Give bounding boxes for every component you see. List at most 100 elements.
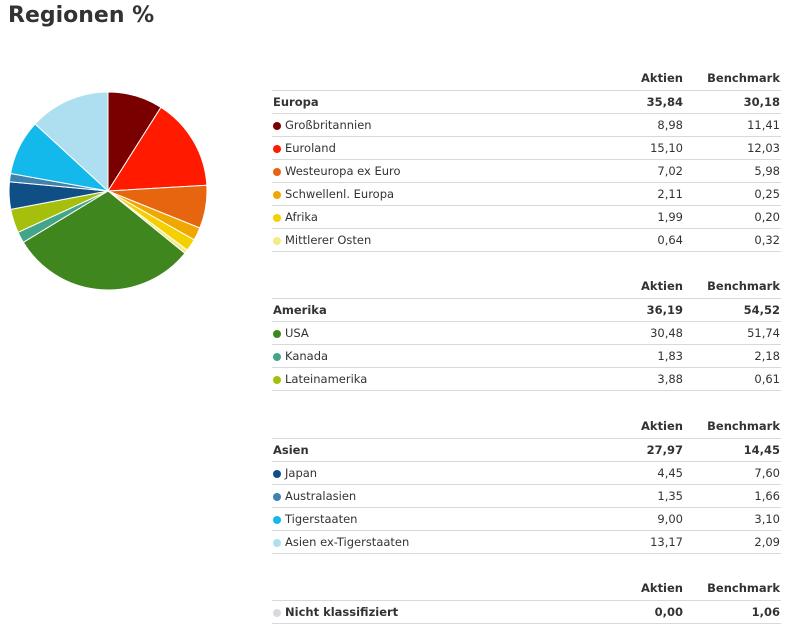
region-label: Westeuropa ex Euro	[285, 164, 401, 178]
column-header-benchmark: Benchmark	[707, 279, 780, 293]
pie-slice-12	[34, 91, 109, 193]
pie-slice-6	[22, 190, 186, 291]
aktien-value: 30,48	[650, 326, 683, 340]
column-header-aktien: Aktien	[641, 71, 683, 85]
region-label: Schwellenl. Europa	[285, 187, 395, 201]
benchmark-value: 2,09	[754, 535, 780, 549]
table-header: Aktien Benchmark	[272, 416, 781, 439]
legend-dot	[273, 145, 281, 153]
column-header-aktien: Aktien	[641, 581, 683, 595]
legend-dot	[273, 122, 281, 130]
legend-dot	[273, 168, 281, 176]
group-label: Amerika	[273, 303, 327, 317]
region-label: Großbritannien	[285, 118, 372, 132]
column-header-benchmark: Benchmark	[707, 71, 780, 85]
legend-dot	[273, 516, 281, 524]
benchmark-value: 0,61	[754, 372, 780, 386]
legend-dot	[273, 353, 281, 361]
benchmark-value: 2,18	[754, 349, 780, 363]
table-row: Euroland 15,10 12,03	[272, 137, 781, 160]
legend-dot	[273, 237, 281, 245]
region-label: Australasien	[285, 489, 357, 503]
table-row: Mittlerer Osten 0,64 0,32	[272, 229, 781, 252]
aktien-value: 0,64	[657, 233, 683, 247]
group-row-asien: Asien 27,97 14,45	[272, 439, 781, 462]
legend-dot	[273, 493, 281, 501]
table-row: Lateinamerika 3,88 0,61	[272, 368, 781, 391]
benchmark-value: 1,66	[754, 489, 780, 503]
benchmark-value: 12,03	[747, 141, 780, 155]
legend-dot	[273, 539, 281, 547]
table-row: Nicht klassifiziert 0,00 1,06	[272, 601, 781, 624]
table-row: Großbritannien 8,98 11,41	[272, 114, 781, 137]
benchmark-value: 0,25	[754, 187, 780, 201]
region-pie-chart	[8, 91, 208, 291]
region-table-unclassified: Aktien Benchmark Nicht klassifiziert 0,00…	[272, 578, 781, 624]
legend-dot	[273, 376, 281, 384]
table-row: Afrika 1,99 0,20	[272, 206, 781, 229]
group-aktien-value: 35,84	[646, 95, 683, 109]
region-table-asien: Aktien Benchmark Asien 27,97 14,45 Japan…	[272, 416, 781, 554]
aktien-value: 4,45	[657, 466, 683, 480]
aktien-value: 1,83	[657, 349, 683, 363]
region-table-europa: Aktien Benchmark Europa 35,84 30,18 Groß…	[272, 68, 781, 252]
table-header: Aktien Benchmark	[272, 578, 781, 601]
legend-dot	[273, 214, 281, 222]
table-row: Australasien 1,35 1,66	[272, 485, 781, 508]
table-row: USA 30,48 51,74	[272, 322, 781, 345]
group-row-amerika: Amerika 36,19 54,52	[272, 299, 781, 322]
aktien-value: 2,11	[657, 187, 683, 201]
region-label: Asien ex-Tigerstaaten	[285, 535, 410, 549]
page-title: Regionen %	[8, 3, 155, 28]
column-header-benchmark: Benchmark	[707, 581, 780, 595]
aktien-value: 8,98	[657, 118, 683, 132]
group-label: Asien	[273, 443, 309, 457]
group-row-europa: Europa 35,84 30,18	[272, 91, 781, 114]
aktien-value: 1,35	[657, 489, 683, 503]
column-header-benchmark: Benchmark	[707, 419, 780, 433]
group-aktien-value: 36,19	[646, 303, 683, 317]
aktien-value: 0,00	[654, 605, 683, 619]
table-row: Asien ex-Tigerstaaten 13,17 2,09	[272, 531, 781, 554]
table-header: Aktien Benchmark	[272, 276, 781, 299]
aktien-value: 3,88	[657, 372, 683, 386]
benchmark-value: 0,32	[754, 233, 780, 247]
group-benchmark-value: 54,52	[743, 303, 780, 317]
region-label: USA	[285, 326, 309, 340]
region-label: Euroland	[285, 141, 336, 155]
aktien-value: 7,02	[657, 164, 683, 178]
pie-slice-1	[107, 106, 208, 192]
region-label: Tigerstaaten	[285, 512, 358, 526]
aktien-value: 15,10	[650, 141, 683, 155]
region-table-amerika: Aktien Benchmark Amerika 36,19 54,52 USA…	[272, 276, 781, 391]
table-row: Japan 4,45 7,60	[272, 462, 781, 485]
group-benchmark-value: 14,45	[743, 443, 780, 457]
column-header-aktien: Aktien	[641, 419, 683, 433]
benchmark-value: 11,41	[747, 118, 780, 132]
table-row: Schwellenl. Europa 2,11 0,25	[272, 183, 781, 206]
column-header-aktien: Aktien	[641, 279, 683, 293]
legend-dot	[273, 609, 281, 617]
region-label: Afrika	[285, 210, 318, 224]
benchmark-value: 1,06	[751, 605, 780, 619]
aktien-value: 9,00	[657, 512, 683, 526]
table-row: Kanada 1,83 2,18	[272, 345, 781, 368]
region-label: Japan	[285, 466, 318, 480]
benchmark-value: 0,20	[754, 210, 780, 224]
legend-dot	[273, 470, 281, 478]
table-row: Westeuropa ex Euro 7,02 5,98	[272, 160, 781, 183]
table-header: Aktien Benchmark	[272, 68, 781, 91]
region-label: Kanada	[285, 349, 329, 363]
benchmark-value: 7,60	[754, 466, 780, 480]
group-label: Europa	[273, 95, 319, 109]
benchmark-value: 51,74	[747, 326, 780, 340]
group-aktien-value: 27,97	[646, 443, 683, 457]
group-benchmark-value: 30,18	[743, 95, 780, 109]
region-label: Mittlerer Osten	[285, 233, 372, 247]
aktien-value: 1,99	[657, 210, 683, 224]
table-row: Tigerstaaten 9,00 3,10	[272, 508, 781, 531]
legend-dot	[273, 330, 281, 338]
benchmark-value: 3,10	[754, 512, 780, 526]
region-label: Nicht klassifiziert	[285, 605, 399, 619]
legend-dot	[273, 191, 281, 199]
